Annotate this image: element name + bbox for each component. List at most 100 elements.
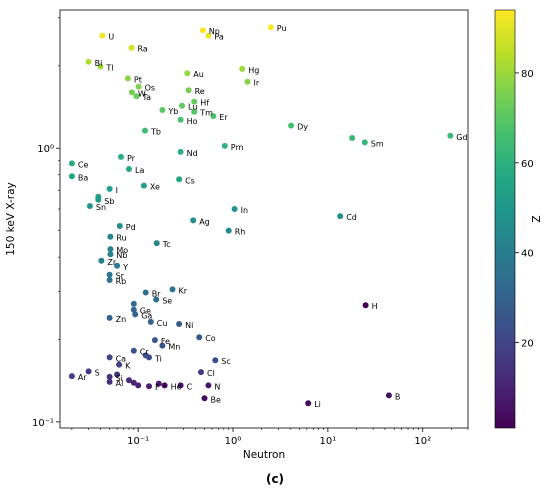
point-pm (221, 142, 228, 149)
label-fe: Fe (161, 337, 170, 346)
point-ta (133, 93, 140, 100)
label-si: Si (116, 374, 123, 383)
point-k (116, 361, 123, 368)
y-tick-label: 10⁰ (37, 144, 54, 155)
label-sm: Sm (371, 139, 384, 148)
point-b (385, 392, 392, 399)
point-n (205, 382, 212, 389)
point-tm (191, 108, 198, 115)
point-yb (159, 107, 166, 113)
point-rb (106, 277, 113, 283)
label-h: H (372, 302, 378, 311)
data-points (68, 24, 454, 407)
label-cu: Cu (157, 319, 168, 328)
point-br (142, 289, 149, 296)
label-pd: Pd (126, 223, 136, 232)
point-ge (130, 306, 137, 313)
point-xe (140, 182, 147, 189)
colorbar-tick-label: 80 (521, 69, 534, 80)
point-cs (176, 176, 183, 183)
point-er (210, 113, 217, 120)
colorbar-tick-label: 60 (521, 159, 534, 170)
point-nb (107, 251, 114, 258)
label-tm: Tm (199, 109, 213, 118)
label-re: Re (195, 87, 205, 96)
label-s: S (95, 368, 100, 377)
point-cu (147, 318, 154, 325)
label-rb: Rb (116, 277, 127, 286)
point-sn (86, 203, 93, 209)
label-b: B (395, 392, 401, 401)
label-pt: Pt (134, 75, 142, 84)
point-np (199, 27, 206, 34)
point-ag (190, 217, 197, 224)
label-ba: Ba (78, 173, 88, 182)
point-zr (98, 257, 105, 264)
point-hf (191, 98, 198, 105)
point-pu (267, 24, 274, 31)
point-zn (106, 314, 113, 321)
label-ca: Ca (116, 354, 127, 363)
x-tick-label: 10¹ (320, 436, 337, 447)
point-tc (153, 240, 160, 247)
label-ho: Ho (187, 117, 198, 126)
label-xe: Xe (150, 183, 160, 192)
point-tb (142, 127, 148, 134)
x-tick-label: 10² (414, 436, 431, 447)
point-be (201, 395, 208, 402)
point-u (99, 32, 106, 39)
y-axis-title: 150 keV X-ray (5, 182, 17, 256)
label-se: Se (162, 297, 172, 306)
label-in: In (241, 206, 248, 215)
label-sr: Sr (116, 272, 125, 281)
label-n: N (214, 382, 220, 391)
label-w: W (138, 89, 146, 98)
label-tb: Tb (150, 128, 161, 137)
point-f (146, 383, 152, 390)
label-np: Np (209, 27, 220, 36)
label-mn: Mn (168, 343, 180, 352)
point-p (114, 371, 121, 378)
point-c (177, 382, 184, 389)
point-ru (107, 233, 114, 240)
label-sc: Sc (221, 357, 230, 366)
point-pa (205, 32, 212, 39)
colorbar-ticks: 20 40 60 80 (515, 69, 534, 350)
point-pd (116, 223, 123, 229)
label-ni: Ni (185, 321, 193, 330)
point-ba (68, 173, 75, 180)
colorbar-title: Z (531, 215, 543, 222)
label-ar: Ar (78, 373, 87, 382)
y-tick-label: 10⁻¹ (32, 418, 54, 429)
point-he (161, 382, 168, 389)
label-yb: Yb (167, 107, 178, 116)
point-na (130, 379, 137, 386)
label-f: F (155, 383, 160, 392)
point-sm (361, 139, 368, 146)
point-si (106, 373, 113, 380)
label-mo: Mo (116, 246, 128, 255)
label-zr: Zr (107, 258, 116, 267)
label-lu: Lu (188, 103, 197, 112)
point-nd (177, 148, 184, 155)
point-ho (177, 116, 184, 123)
label-sb: Sb (104, 197, 114, 206)
label-ta: Ta (142, 93, 152, 102)
label-tl: Tl (105, 64, 113, 73)
point-ne (135, 382, 142, 389)
label-cr: Cr (140, 348, 150, 357)
label-ir: Ir (254, 79, 260, 88)
label-dy: Dy (297, 123, 308, 132)
colorbar-tick-label: 20 (521, 339, 534, 350)
point-re (185, 87, 192, 94)
point-sb (95, 196, 102, 203)
colorbar-tick-label: 40 (521, 249, 534, 260)
label-ti: Ti (154, 354, 162, 363)
label-pr: Pr (127, 154, 136, 163)
label-pa: Pa (214, 33, 223, 42)
label-la: La (135, 166, 144, 175)
point-tl (97, 63, 104, 70)
label-nb: Nb (116, 251, 127, 260)
